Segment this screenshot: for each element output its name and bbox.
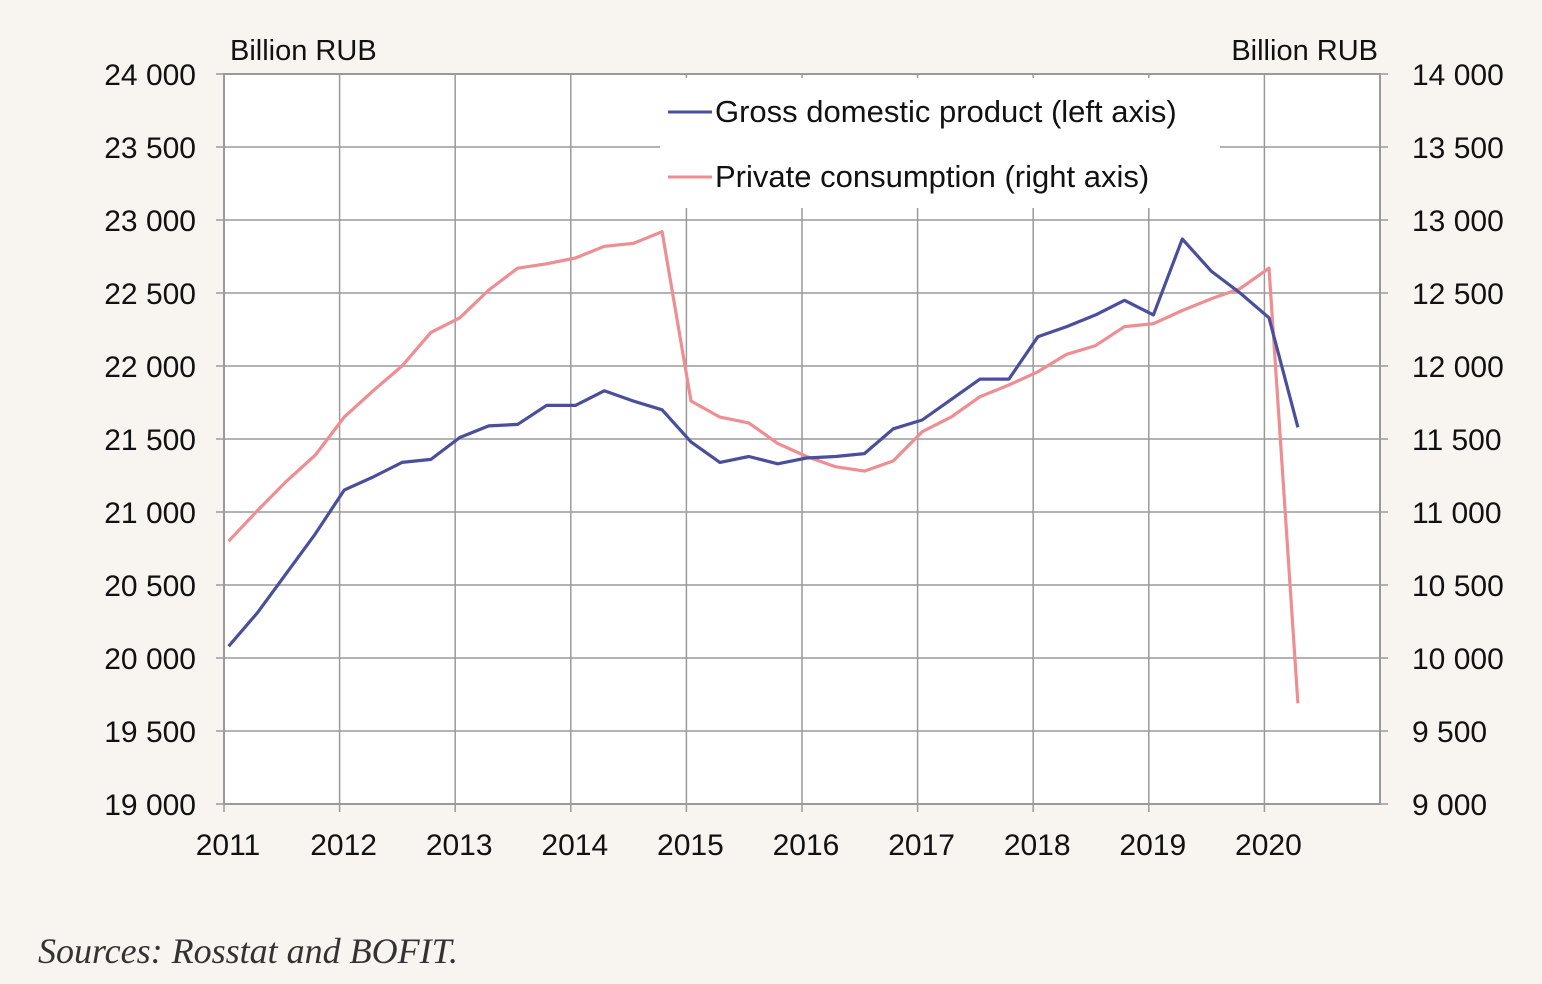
right-axis-ticks: 9 000 9 500 10 000 10 500 11 000 11 500 12 000… <box>1380 59 1504 822</box>
left-tick-label: 23 500 <box>104 132 196 165</box>
right-tick-label: 12 500 <box>1412 278 1504 311</box>
left-tick-label: 20 500 <box>104 570 196 603</box>
x-tick-label: 2013 <box>426 829 493 862</box>
left-tick-label: 20 000 <box>104 643 196 676</box>
right-tick-label: 10 500 <box>1412 570 1504 603</box>
left-tick-label: 21 500 <box>104 424 196 457</box>
legend-label-consumption: Private consumption (right axis) <box>715 159 1149 194</box>
x-tick-label: 2020 <box>1235 829 1302 862</box>
x-tick-label: 2012 <box>310 829 377 862</box>
x-tick-label: 2011 <box>196 829 261 862</box>
left-tick-label: 19 500 <box>104 716 196 749</box>
x-tick-label: 2018 <box>1004 829 1071 862</box>
left-tick-label: 24 000 <box>104 59 196 92</box>
right-tick-label: 9 500 <box>1412 716 1487 749</box>
x-axis-ticks: 2011 2012 2013 2014 2015 2016 2017 2018 2019 2020 <box>196 804 1302 862</box>
right-tick-label: 11 000 <box>1412 497 1502 530</box>
right-tick-label: 9 000 <box>1412 789 1487 822</box>
legend-box <box>660 78 1220 208</box>
left-tick-label: 22 500 <box>104 278 196 311</box>
left-tick-label: 22 000 <box>104 351 196 384</box>
left-axis-ticks: 19 000 19 500 20 000 20 500 21 000 21 500 22 0… <box>104 59 224 822</box>
left-axis-unit: Billion RUB <box>230 35 377 67</box>
x-tick-label: 2014 <box>541 829 608 862</box>
x-tick-label: 2017 <box>888 829 955 862</box>
right-tick-label: 10 000 <box>1412 643 1504 676</box>
source-note: Sources: Rosstat and BOFIT. <box>38 931 458 971</box>
horizontal-gridlines <box>224 146 1380 732</box>
right-axis-unit: Billion RUB <box>1231 35 1378 67</box>
right-tick-label: 13 000 <box>1412 205 1504 238</box>
legend: Gross domestic product (left axis) Priva… <box>660 78 1220 208</box>
x-tick-label: 2016 <box>773 829 840 862</box>
legend-label-gdp: Gross domestic product (left axis) <box>715 94 1177 129</box>
right-tick-label: 14 000 <box>1412 59 1504 92</box>
series-line-consumption <box>227 230 1300 704</box>
right-tick-label: 12 000 <box>1412 351 1504 384</box>
series-lines <box>227 230 1300 704</box>
right-tick-label: 13 500 <box>1412 132 1504 165</box>
x-tick-label: 2015 <box>657 829 724 862</box>
left-tick-label: 23 000 <box>104 205 196 238</box>
left-tick-label: 21 000 <box>104 497 196 530</box>
x-tick-label: 2019 <box>1119 829 1186 862</box>
series-line-gdp <box>227 237 1300 648</box>
right-tick-label: 11 500 <box>1412 424 1502 457</box>
left-tick-label: 19 000 <box>104 789 196 822</box>
